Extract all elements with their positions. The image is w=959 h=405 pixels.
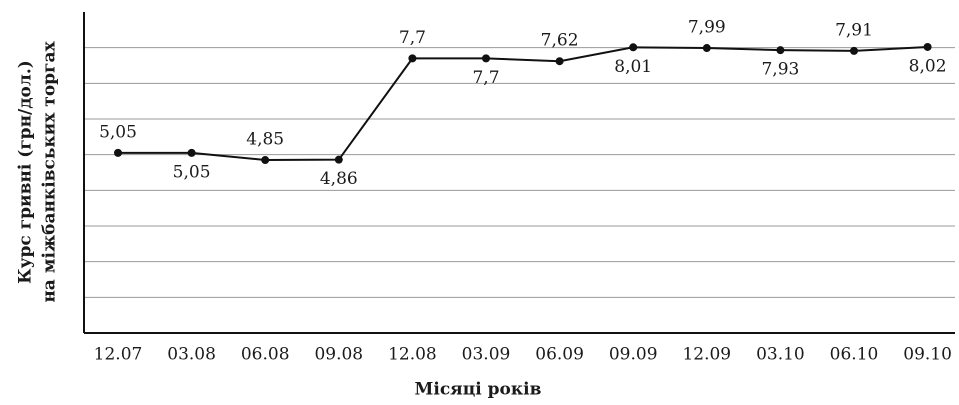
data-point (187, 148, 196, 157)
y-axis-label: на міжбанківських торгах (40, 41, 60, 303)
data-label: 7,91 (835, 20, 873, 40)
x-tick-label: 09.08 (314, 345, 363, 365)
data-point (261, 156, 270, 165)
data-point (555, 57, 564, 66)
x-tick-label: 09.09 (609, 345, 658, 365)
data-label: 7,7 (399, 28, 426, 48)
x-tick-label: 03.09 (462, 345, 511, 365)
x-tick-label: 03.08 (167, 345, 216, 365)
data-point (850, 46, 858, 55)
data-label: 4,85 (246, 130, 284, 150)
data-label: 7,93 (761, 60, 799, 80)
x-tick-label: 12.08 (388, 345, 437, 365)
data-point (923, 42, 932, 51)
data-point (482, 54, 490, 63)
x-tick-label: 06.08 (241, 345, 290, 365)
x-tick-label: 03.10 (756, 345, 805, 365)
data-label: 8,01 (614, 57, 652, 77)
data-point (114, 148, 122, 157)
x-tick-label: 06.10 (830, 345, 879, 365)
x-tick-label: 06.09 (535, 345, 584, 365)
x-tick-label: 09.10 (903, 345, 952, 365)
data-label: 5,05 (99, 122, 137, 142)
data-point (702, 44, 711, 53)
data-label: 5,05 (173, 162, 211, 182)
x-axis-label: Місяці років (415, 380, 542, 400)
data-label: 8,02 (909, 56, 947, 76)
data-label: 4,86 (320, 169, 358, 189)
data-point (629, 43, 638, 52)
data-point (408, 54, 417, 63)
y-axis-label: Курс гривні (грн/дол.) (16, 60, 36, 284)
data-label: 7,7 (472, 68, 499, 88)
x-tick-label: 12.09 (682, 345, 731, 365)
data-line (118, 45, 928, 162)
data-point (334, 155, 343, 164)
data-label: 7,99 (688, 18, 726, 38)
x-tick-label: 12.07 (94, 345, 143, 365)
data-label: 7,62 (541, 31, 579, 51)
data-point (776, 46, 785, 55)
